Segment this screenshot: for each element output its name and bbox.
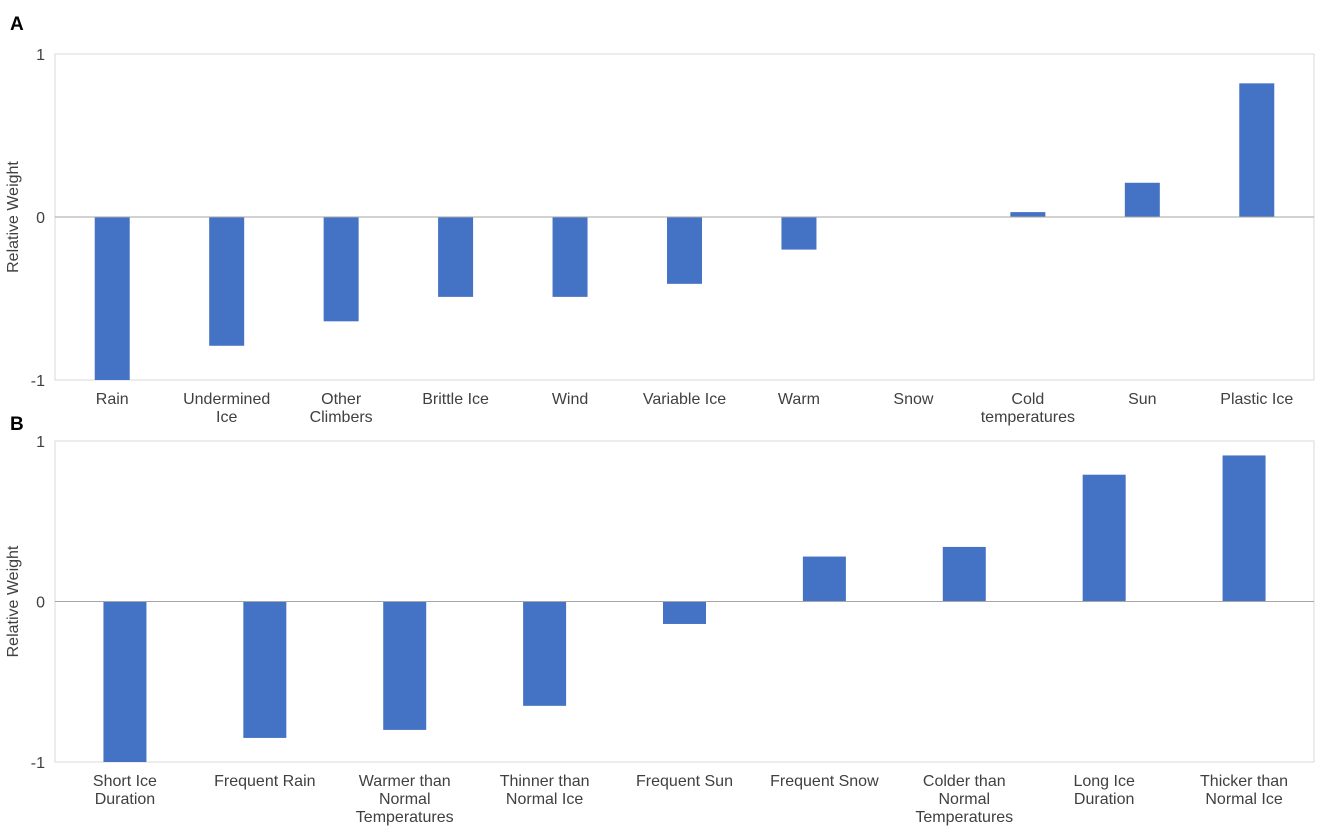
- x-category-label: Variable Ice: [643, 391, 726, 408]
- bar: [1010, 212, 1046, 217]
- bar: [552, 217, 588, 297]
- bar: [942, 546, 986, 602]
- x-category-label: Frequent Rain: [214, 773, 315, 790]
- bar: [383, 601, 427, 730]
- bar: [438, 217, 474, 297]
- x-category-label: Frequent Sun: [636, 773, 733, 790]
- x-category-label: Wind: [552, 391, 588, 408]
- bar: [323, 217, 359, 322]
- x-category-label: Cold temperatures: [981, 391, 1075, 426]
- y-tick-label: -1: [31, 373, 45, 390]
- x-category-label: Other Climbers: [310, 391, 373, 426]
- panel-b-chart: B1 0 -1 Relative Weight Short Ice Duration Fre…: [5, 414, 1315, 826]
- bar: [1222, 455, 1266, 602]
- x-category-label: Colder than Normal Temperatures: [915, 773, 1013, 826]
- x-category-label: Long Ice Duration: [1073, 773, 1134, 808]
- bar: [209, 217, 245, 346]
- x-category-label: Brittle Ice: [422, 391, 489, 408]
- x-category-label: Frequent Snow: [770, 773, 879, 790]
- bar: [667, 217, 702, 284]
- bar: [781, 217, 817, 250]
- y-tick-label: 1: [36, 47, 45, 64]
- panel-a-label: A: [10, 14, 24, 35]
- y-tick-label: 0: [36, 210, 45, 227]
- x-category-label: Rain: [96, 391, 129, 408]
- bar: [94, 217, 130, 380]
- bar: [243, 601, 287, 738]
- x-category-label: Thicker than Normal Ice: [1200, 773, 1288, 808]
- bar: [1239, 83, 1275, 217]
- panel-b-label: B: [10, 414, 24, 435]
- x-category-label: Thinner than Normal Ice: [500, 773, 590, 808]
- x-category-label: Undermined Ice: [183, 391, 270, 426]
- bar: [802, 556, 846, 602]
- x-category-label: Warm: [778, 391, 820, 408]
- x-category-label: Short Ice Duration: [93, 773, 157, 808]
- panel-a-chart: A1 0 -1 Relative Weight Rain Undermined Ice Oth…: [5, 14, 1315, 426]
- bar: [103, 601, 147, 762]
- y-axis-label: Relative Weight: [5, 545, 22, 657]
- bar: [1082, 474, 1126, 602]
- y-axis-label: Relative Weight: [5, 161, 22, 273]
- x-category-label: Warmer than Normal Temperatures: [356, 773, 454, 826]
- x-category-label: Sun: [1128, 391, 1156, 408]
- y-tick-label: 0: [36, 595, 45, 612]
- bar: [663, 601, 706, 624]
- y-tick-label: 1: [36, 434, 45, 451]
- bar: [1124, 182, 1160, 217]
- bar: [523, 601, 567, 706]
- x-category-label: Plastic Ice: [1220, 391, 1293, 408]
- x-category-label: Snow: [893, 391, 933, 408]
- y-tick-label: -1: [31, 755, 45, 772]
